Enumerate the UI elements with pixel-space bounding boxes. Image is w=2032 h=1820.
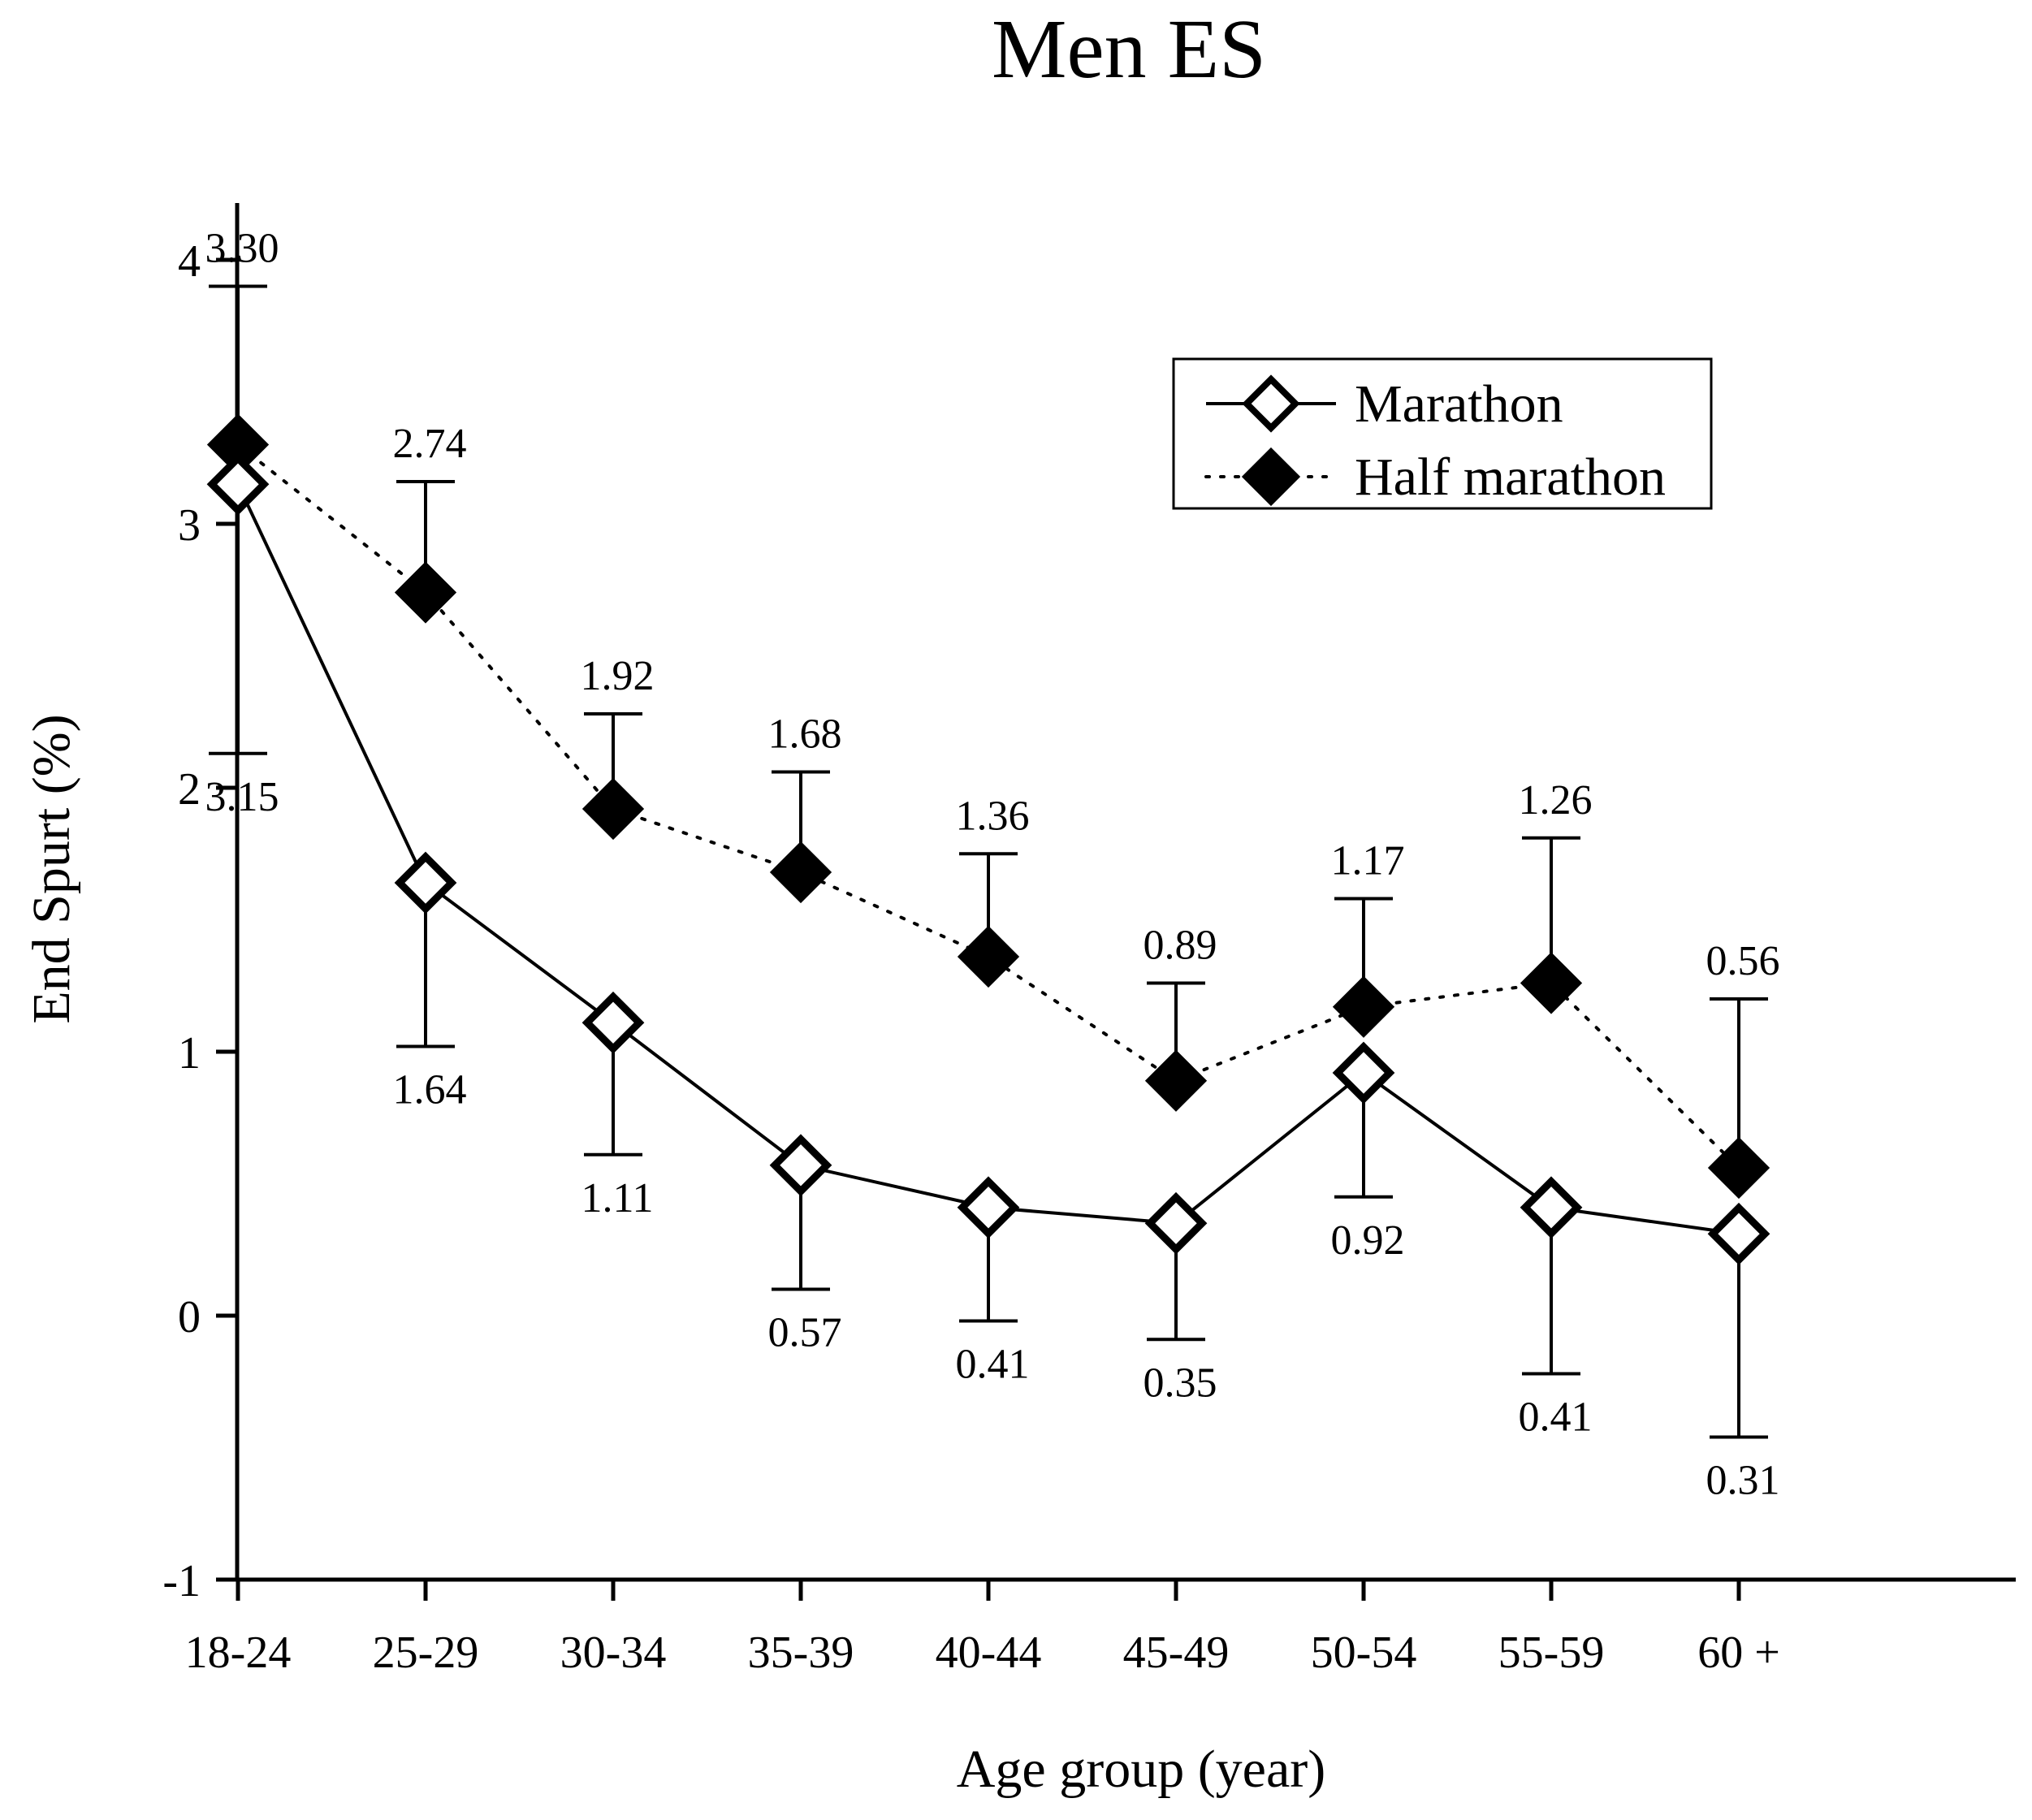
chart-title: Men ES [992, 2, 1266, 96]
marathon-point [769, 1134, 832, 1197]
marathon-data-label: 1.64 [393, 1067, 467, 1113]
legend-label-half-marathon: Half marathon [1355, 447, 1666, 507]
half-marathon-data-label: 2.74 [393, 421, 467, 467]
half-marathon-data-label: 1.68 [768, 711, 842, 758]
x-tick-label: 45-49 [1123, 1628, 1230, 1678]
x-tick-label: 18-24 [185, 1628, 292, 1678]
half-marathon-data-label: 0.56 [1706, 938, 1780, 984]
legend: Marathon Half marathon [1172, 357, 1713, 510]
half-marathon-point [769, 841, 832, 904]
x-tick-label: 50-54 [1311, 1628, 1417, 1678]
half-marathon-data-label: 1.26 [1519, 777, 1593, 824]
x-tick-label: 35-39 [748, 1628, 854, 1678]
x-tick-label: 30-34 [560, 1628, 667, 1678]
marathon-point [394, 851, 457, 914]
marathon-data-label: 0.41 [956, 1342, 1030, 1388]
half-marathon-point [1707, 1136, 1770, 1200]
legend-half-marathon-marker [1241, 447, 1301, 507]
legend-marathon-marker [1242, 374, 1300, 433]
x-axis-label: Age group (year) [957, 1740, 1325, 1799]
marathon-point [581, 991, 645, 1054]
marathon-data-label: 1.11 [581, 1175, 653, 1221]
y-tick-label: 2 [178, 764, 201, 815]
half-marathon-data-label: 1.17 [1331, 838, 1405, 884]
marathon-data-label: 0.31 [1706, 1458, 1780, 1504]
half-marathon-data-label: 0.89 [1144, 923, 1217, 969]
half-marathon-point [1332, 975, 1395, 1038]
y-tick-label: 4 [178, 236, 201, 287]
marathon-point [1520, 1176, 1583, 1239]
half-marathon-point [1520, 952, 1583, 1014]
marathon-data-label: 0.92 [1331, 1217, 1405, 1264]
marathon-point [1707, 1202, 1770, 1265]
half-marathon-point [581, 777, 645, 841]
half-marathon-point [957, 925, 1020, 988]
marathon-point [957, 1176, 1020, 1239]
marathon-point [1144, 1191, 1208, 1255]
y-tick-label: -1 [162, 1556, 201, 1606]
y-axis-label: End Spurt (%) [22, 714, 81, 1023]
axes [216, 203, 2016, 1601]
marathon-data-label: 0.41 [1519, 1394, 1593, 1441]
half-marathon-point [394, 561, 457, 624]
y-tick-label: 1 [178, 1028, 201, 1079]
y-tick-label: 3 [178, 500, 201, 551]
marathon-data-label: 0.35 [1144, 1360, 1217, 1406]
legend-label-marathon: Marathon [1355, 374, 1563, 434]
marathon-data-label: 3.15 [205, 774, 279, 820]
half-marathon-data-label: 1.36 [956, 793, 1030, 839]
tick-labels: -1 0 1 2 3 4 18-24 25-29 30-34 35-39 40-44 45-49 50-… [162, 236, 1779, 1678]
half-marathon-data-label: 1.92 [581, 653, 655, 699]
marathon-point [1332, 1041, 1395, 1105]
marathon-data-label: 0.57 [768, 1310, 842, 1356]
x-tick-label: 25-29 [373, 1628, 479, 1678]
y-tick-label: 0 [178, 1292, 201, 1342]
x-tick-label: 40-44 [936, 1628, 1042, 1678]
x-tick-label: 60 + [1697, 1628, 1780, 1678]
marathon-point [206, 452, 270, 516]
x-tick-label: 55-59 [1498, 1628, 1605, 1678]
plot-area: 3.30 3.15 2.74 1.64 1.92 1.11 1.68 0.57 1.36 0.41… [205, 226, 1780, 1504]
half-marathon-point [1144, 1049, 1208, 1112]
half-marathon-data-label: 3.30 [205, 226, 279, 272]
